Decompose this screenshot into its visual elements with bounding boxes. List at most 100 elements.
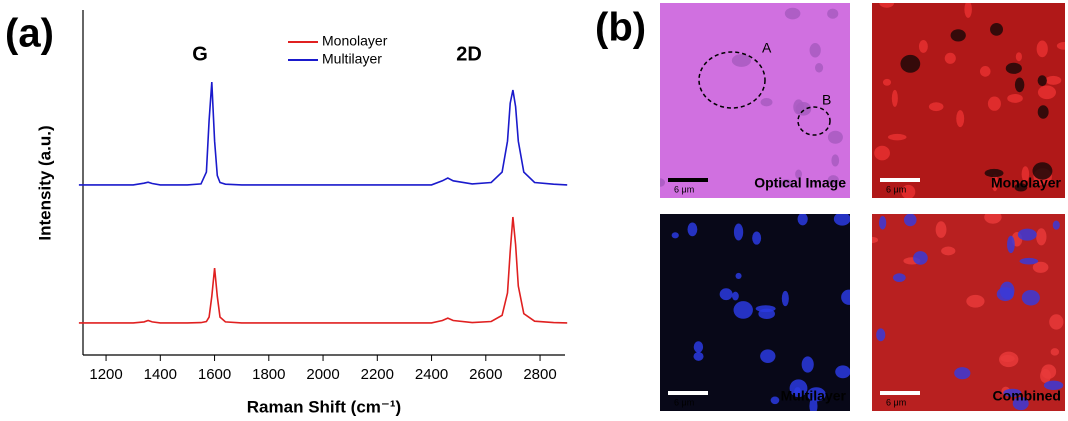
image-panel: 6 μm Optical Image	[660, 3, 850, 198]
image-spot	[831, 154, 840, 167]
image-spot	[935, 221, 947, 238]
scale-bar-label: 6 μm	[674, 397, 694, 407]
image-caption: Optical Image	[754, 175, 846, 191]
image-spot	[1032, 162, 1053, 180]
image-spot	[789, 379, 808, 398]
image-spot	[1019, 257, 1039, 265]
image-spot	[1015, 52, 1022, 62]
image-spot	[660, 178, 666, 187]
image-spot	[887, 133, 907, 141]
image-spot	[779, 179, 793, 188]
image-spot	[1021, 289, 1040, 306]
image-spot	[809, 397, 818, 411]
image-spot	[1037, 85, 1056, 100]
image-spot	[1032, 261, 1049, 273]
image-spot	[900, 54, 921, 73]
x-tick-label: 1600	[198, 366, 231, 383]
region-circle	[698, 51, 766, 109]
image-spot	[784, 7, 801, 20]
region-label: A	[762, 40, 772, 56]
x-tick-label: 2000	[306, 366, 339, 383]
image-spot	[964, 3, 972, 18]
image-spot	[755, 305, 776, 313]
image-spot	[1021, 166, 1030, 183]
image-caption: Monolayer	[991, 175, 1062, 191]
scale-bar-label: 6 μm	[886, 397, 906, 407]
image-content	[660, 214, 850, 411]
image-spot	[903, 214, 917, 227]
image-spot	[1007, 235, 1015, 254]
image-spot	[984, 214, 1002, 224]
image-spot	[731, 291, 739, 301]
image-spot	[941, 246, 956, 256]
image-spot	[999, 281, 1015, 300]
spectrum-line	[78, 216, 568, 324]
spectrum-line	[78, 82, 568, 186]
image-spot	[806, 387, 826, 402]
x-tick-label: 1800	[252, 366, 285, 383]
image-spot	[760, 349, 776, 363]
image-spot	[954, 367, 971, 380]
image-spot	[874, 145, 891, 161]
image-spot	[1043, 380, 1064, 391]
x-axis-label: Raman Shift (cm⁻¹)	[247, 397, 401, 416]
image-spot	[1005, 62, 1022, 74]
image-spot	[693, 352, 704, 361]
legend-label: Multilayer	[322, 51, 382, 67]
image-spot	[1036, 228, 1047, 246]
x-tick-label: 1400	[144, 366, 177, 383]
image-spot	[770, 396, 780, 405]
panel-label: (b)	[595, 6, 646, 50]
image-spot	[966, 294, 985, 308]
image-spot	[1056, 42, 1065, 50]
image-spot	[1037, 75, 1047, 87]
image-spot	[876, 328, 886, 342]
image-spot	[987, 96, 1001, 111]
image-spot	[879, 3, 894, 8]
x-tick-label: 2800	[523, 366, 556, 383]
image-spot	[693, 341, 704, 353]
scale-bar-label: 6 μm	[674, 184, 694, 194]
image-spot	[687, 222, 698, 237]
image-spot	[1045, 75, 1062, 85]
image-spot	[719, 288, 733, 301]
image-spot	[1012, 396, 1029, 411]
peak-label: 2D	[456, 43, 482, 65]
image-spot	[882, 78, 892, 86]
image-spot	[801, 356, 814, 373]
image-spot	[1017, 228, 1037, 241]
image-content	[660, 3, 850, 198]
x-tick-label: 2600	[469, 366, 502, 383]
x-tick-label: 2400	[415, 366, 448, 383]
x-tick-label: 2200	[361, 366, 394, 383]
image-background	[872, 214, 1065, 411]
image-spot	[1000, 354, 1015, 363]
image-spot	[891, 89, 898, 107]
scale-bar-label: 6 μm	[886, 184, 906, 194]
image-spot	[1040, 368, 1051, 384]
image-background	[872, 3, 1065, 198]
image-spot	[827, 175, 839, 186]
panel-label: (a)	[5, 12, 54, 56]
image-spot	[944, 52, 956, 64]
peak-label: G	[192, 43, 208, 65]
image-spot	[809, 42, 821, 58]
image-caption: Combined	[993, 388, 1061, 404]
image-spot	[733, 223, 744, 241]
image-spot	[1052, 220, 1060, 230]
image-spot	[835, 365, 850, 379]
image-panel: 6 μm Combined	[872, 214, 1065, 411]
image-spot	[990, 23, 1004, 36]
image-spot	[1007, 93, 1023, 103]
image-spot	[781, 290, 789, 307]
image-spot	[950, 29, 966, 42]
image-spot	[833, 214, 850, 226]
image-spot	[892, 273, 906, 283]
image-spot	[795, 169, 802, 179]
image-spot	[1003, 388, 1022, 397]
image-spot	[956, 110, 965, 128]
image-background	[660, 214, 850, 411]
image-spot	[984, 168, 1004, 178]
image-spot	[979, 66, 991, 77]
